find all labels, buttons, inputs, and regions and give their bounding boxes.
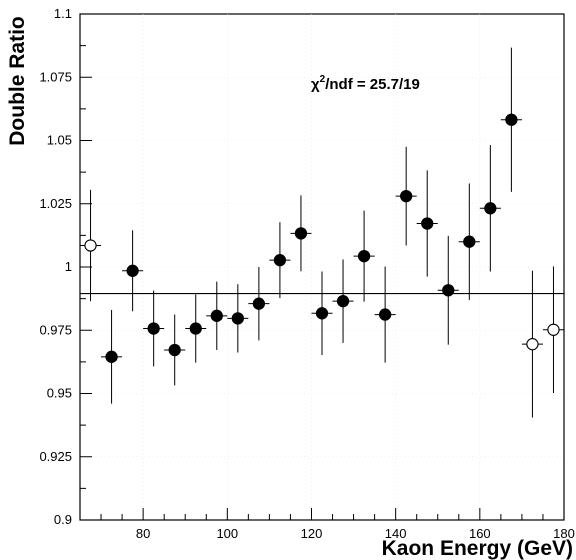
point-marker: [105, 350, 118, 363]
data-point-filled: [416, 170, 438, 277]
y-tick-label: 1.025: [39, 196, 72, 211]
point-marker: [378, 308, 392, 321]
y-tick-label: 0.9: [54, 512, 72, 527]
x-axis-title: Kaon Energy (GeV): [382, 537, 573, 560]
data-point-filled: [248, 267, 270, 341]
point-marker: [442, 284, 455, 297]
data-point-filled: [101, 310, 123, 404]
y-axis-title: Double Ratio: [6, 16, 29, 146]
data-point-open: [521, 270, 543, 418]
chi2-annotation: χ2/ndf = 25.7/19: [311, 74, 420, 93]
point-marker: [526, 338, 539, 351]
point-marker: [168, 343, 181, 357]
y-tick-label: 1.075: [39, 69, 72, 84]
y-tick-label: 1: [65, 259, 72, 274]
point-marker: [357, 249, 371, 263]
chi2-symbol: χ: [311, 76, 320, 93]
data-point-filled: [206, 281, 228, 350]
point-marker: [484, 202, 497, 215]
point-marker: [547, 323, 560, 336]
gridlines: [80, 14, 564, 520]
data-point-filled: [164, 314, 186, 386]
data-point-filled: [395, 146, 417, 246]
data-point-filled: [269, 222, 291, 299]
data-point-filled: [479, 145, 501, 272]
point-marker: [273, 254, 287, 267]
point-marker: [210, 309, 223, 322]
data-point-open: [542, 266, 564, 393]
point-marker: [421, 217, 434, 230]
axis-ticks: [80, 13, 565, 521]
x-tick-label: 160: [469, 526, 491, 541]
point-marker: [252, 297, 266, 310]
point-marker: [505, 113, 518, 126]
point-marker: [147, 322, 160, 335]
x-tick-label: 80: [136, 526, 150, 541]
data-points: [80, 47, 564, 418]
data-point-filled: [458, 183, 480, 300]
point-marker: [84, 239, 97, 252]
data-point-filled: [143, 290, 165, 367]
data-point-filled: [374, 266, 396, 363]
y-tick-label: 0.975: [39, 322, 72, 337]
data-point-filled: [311, 271, 333, 356]
y-tick-label: 1.1: [54, 6, 72, 21]
point-marker: [463, 235, 476, 248]
x-tick-label: 120: [301, 526, 323, 541]
point-marker: [189, 322, 202, 335]
data-point-filled: [353, 210, 375, 302]
y-tick-label: 1.05: [47, 133, 72, 148]
point-marker: [294, 227, 308, 240]
y-tick-label: 0.925: [39, 449, 72, 464]
x-tick-label: 140: [385, 526, 407, 541]
data-point-filled: [332, 259, 354, 343]
data-point-filled: [122, 230, 144, 312]
y-tick-labels: 0.9 0.925 0.95 0.975 1 1.025 1.05 1.075 1.1: [39, 6, 72, 527]
data-point-filled: [290, 195, 312, 272]
data-point-open: [80, 189, 102, 302]
x-tick-label: 100: [216, 526, 238, 541]
point-marker: [336, 295, 350, 308]
x-tick-labels: 80 100 120 140 160 180: [136, 526, 575, 541]
data-point-filled: [500, 47, 522, 192]
point-marker: [315, 307, 329, 320]
point-marker: [400, 190, 413, 203]
data-point-filled: [185, 294, 207, 363]
x-tick-label: 180: [553, 526, 575, 541]
chi2-value: /ndf = 25.7/19: [325, 76, 420, 93]
point-marker: [126, 264, 139, 277]
data-point-filled: [227, 284, 249, 353]
chi2-superscript: 2: [320, 74, 326, 85]
data-point-filled: [437, 235, 459, 345]
y-tick-label: 0.95: [47, 386, 72, 401]
point-marker: [231, 312, 244, 325]
